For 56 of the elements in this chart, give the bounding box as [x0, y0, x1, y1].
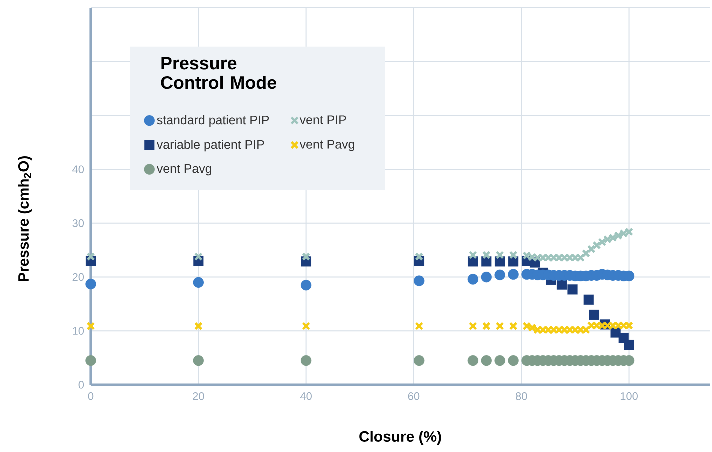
y-tick-label: 40 [72, 166, 84, 174]
x-axis-title: Closure (%) [360, 431, 442, 445]
legend-label: vent PIP [300, 116, 346, 124]
point [482, 250, 491, 260]
point [194, 252, 203, 262]
point [624, 340, 634, 350]
legend-label: vent Pavg [156, 164, 212, 176]
legend-title: Pressure Control Mode [161, 57, 276, 90]
legend-label: standard patient PIP [157, 115, 270, 128]
point [300, 280, 312, 291]
point [584, 294, 594, 305]
point [589, 310, 600, 320]
point [494, 355, 506, 366]
legend-label: variable patient PIP [156, 140, 264, 152]
y-tick-label: 10 [73, 327, 84, 336]
point [414, 276, 425, 286]
point [508, 355, 519, 366]
point [300, 355, 312, 366]
point [556, 280, 568, 290]
x-tick-label: 60 [408, 392, 420, 400]
point [415, 252, 424, 262]
point [414, 355, 425, 366]
point [509, 250, 518, 260]
point [482, 322, 491, 331]
point [302, 252, 311, 262]
point [508, 269, 519, 280]
point [302, 322, 311, 331]
point [193, 277, 204, 288]
x-tick-label: 100 [620, 392, 638, 400]
point [468, 274, 479, 285]
point [509, 322, 518, 331]
y-tick-label: 30 [72, 220, 84, 228]
legend-label: vent Pavg [300, 140, 354, 152]
point [86, 278, 96, 290]
point [481, 272, 492, 283]
y-axis-title: Pressure (cmh$_{2}$O) [18, 156, 32, 282]
x-tick-label: 80 [516, 392, 528, 400]
point [481, 355, 492, 366]
point [568, 284, 578, 295]
point [468, 250, 478, 260]
y-tick-label: 20 [72, 273, 84, 282]
point [86, 252, 96, 262]
point [496, 250, 504, 260]
point [194, 322, 203, 331]
x-tick-label: 40 [300, 392, 312, 400]
point [415, 322, 424, 331]
y-tick-label: 0 [78, 381, 84, 389]
point [468, 355, 479, 366]
point [86, 355, 96, 366]
x-tick-label: 20 [193, 392, 204, 400]
point [468, 322, 478, 331]
point [86, 322, 96, 331]
x-tick-label: 0 [88, 392, 94, 400]
point [193, 355, 204, 366]
point [496, 322, 504, 331]
point [494, 270, 506, 280]
